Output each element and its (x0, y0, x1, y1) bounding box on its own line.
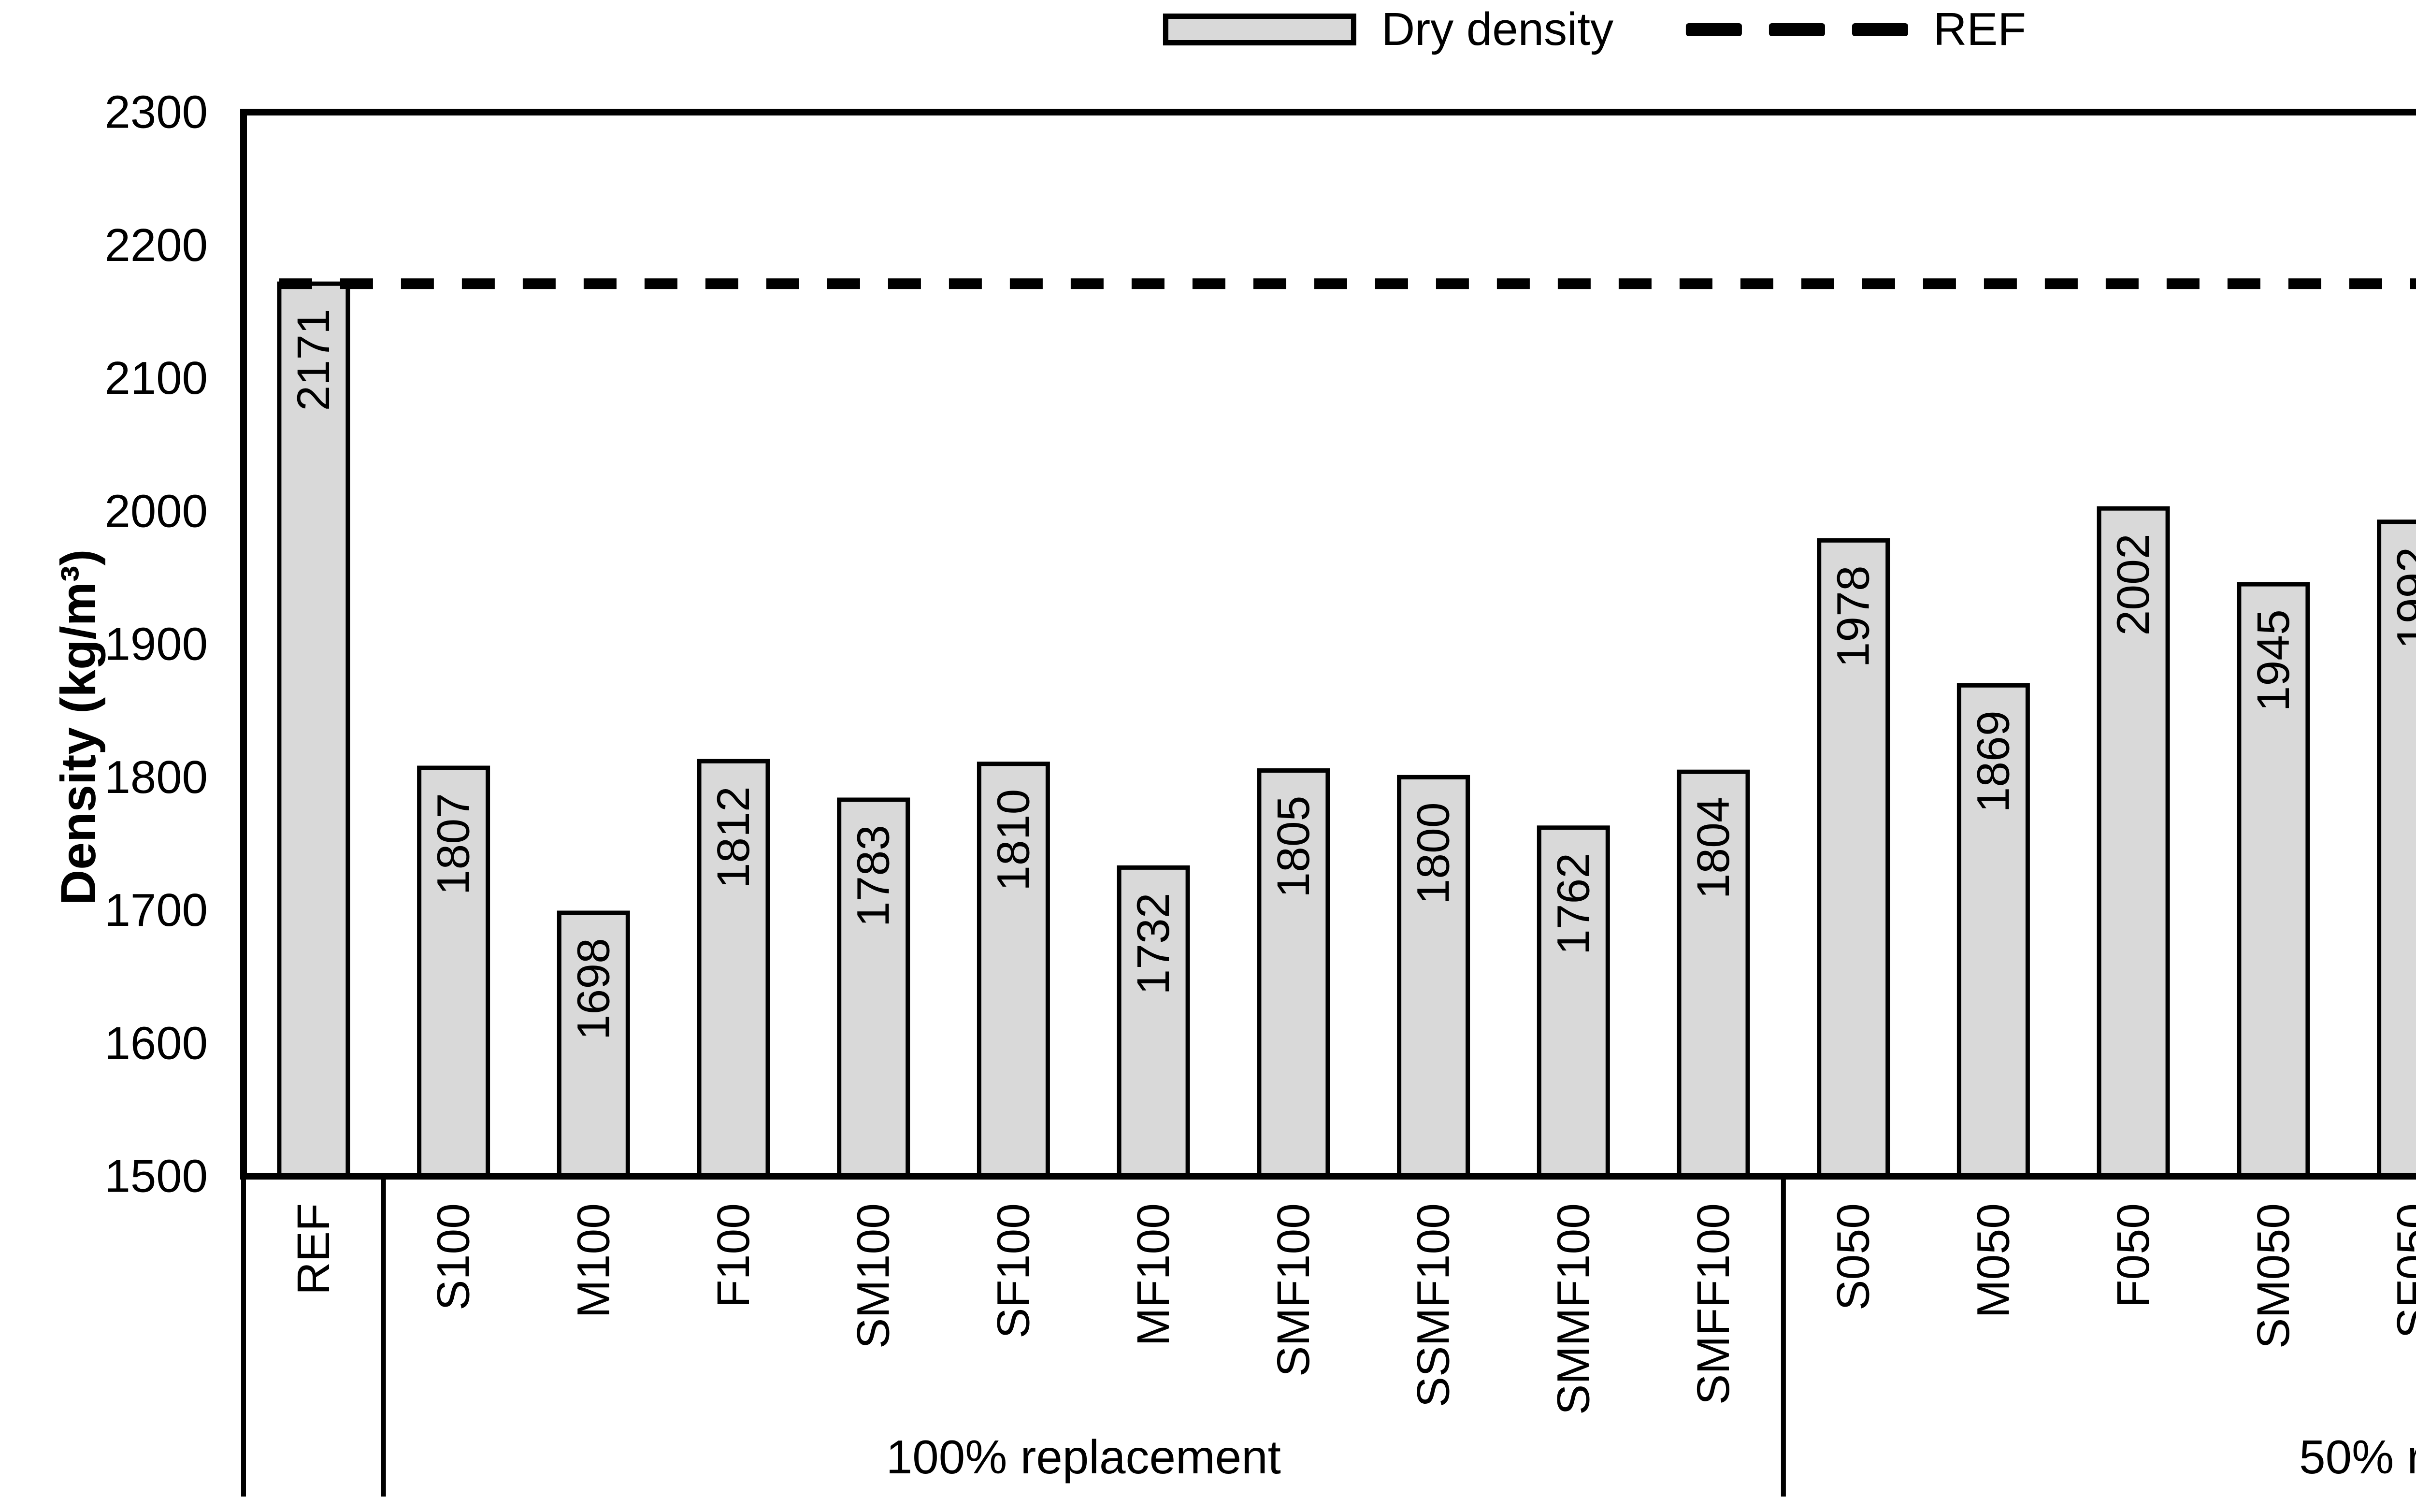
bar-value-label: 1992 (2388, 547, 2416, 649)
category-label: S100 (428, 1203, 479, 1310)
bar (1677, 769, 1750, 1179)
bar-value-label: 1762 (1548, 853, 1599, 955)
bar-value-label: 1783 (848, 825, 899, 927)
bar (417, 765, 490, 1179)
category-label: F100 (708, 1203, 759, 1308)
bar-value-label: 1869 (1968, 710, 2019, 812)
y-tick-label: 1600 (104, 1017, 208, 1069)
bar (277, 281, 350, 1179)
category-label: SSMF100 (1408, 1203, 1459, 1407)
category-label: SF050 (2388, 1203, 2416, 1339)
bar-value-label: 1804 (1688, 797, 1739, 899)
category-label: SF100 (988, 1203, 1039, 1339)
group-label: 50% replacement (2299, 1430, 2416, 1483)
group-label: 100% replacement (886, 1430, 1281, 1483)
y-tick-label: 2200 (104, 219, 208, 271)
category-label: REF (288, 1203, 339, 1295)
bar-value-label: 1812 (708, 786, 759, 888)
bar-value-label: 1807 (428, 793, 479, 895)
bar (557, 910, 630, 1179)
category-label: SM050 (2248, 1203, 2299, 1349)
bar-value-label: 1805 (1268, 796, 1319, 898)
category-label: SM100 (848, 1203, 899, 1349)
category-label: SMF100 (1268, 1203, 1319, 1377)
category-label: M050 (1968, 1203, 2019, 1318)
y-axis-title: Density (kg/m³) (51, 549, 106, 906)
category-label: S050 (1828, 1203, 1879, 1310)
legend-item-ref: REF (1686, 6, 2026, 53)
legend-label-ref: REF (1933, 3, 2027, 55)
category-label: F050 (2108, 1203, 2159, 1308)
bar (1817, 538, 1890, 1179)
y-tick-label: 2100 (104, 352, 208, 404)
plot-border (240, 109, 2416, 1180)
legend-item-dry-density: Dry density (1163, 6, 1613, 53)
y-tick-label: 1700 (104, 884, 208, 936)
y-tick-label: 1900 (104, 619, 208, 670)
bar (697, 759, 770, 1179)
category-label: SMMF100 (1548, 1203, 1599, 1415)
bar-value-label: 2002 (2108, 533, 2159, 635)
chart-legend: Dry density REF (1163, 3, 2026, 56)
bar-value-label: 1800 (1408, 802, 1459, 904)
legend-label-dry-density: Dry density (1381, 3, 1614, 55)
bar-value-label: 2171 (288, 309, 339, 411)
y-tick-label: 2000 (104, 485, 208, 537)
category-label: MF100 (1128, 1203, 1179, 1346)
category-label: M100 (568, 1203, 619, 1318)
bar-value-label: 1810 (988, 789, 1039, 891)
bar-value-label: 1732 (1128, 893, 1179, 994)
y-tick-label: 1800 (104, 751, 208, 803)
bar-value-label: 1978 (1828, 565, 1879, 667)
y-tick-label: 1500 (104, 1151, 208, 1202)
dashed-line-icon (1686, 23, 1909, 36)
y-tick-label: 2300 (104, 86, 208, 138)
bar (2097, 506, 2170, 1179)
category-label: SMFF100 (1688, 1203, 1739, 1405)
bar-value-label: 1698 (568, 938, 619, 1040)
bar (2237, 582, 2310, 1179)
bar-value-label: 1945 (2248, 609, 2299, 711)
bar-swatch-icon (1163, 14, 1356, 45)
